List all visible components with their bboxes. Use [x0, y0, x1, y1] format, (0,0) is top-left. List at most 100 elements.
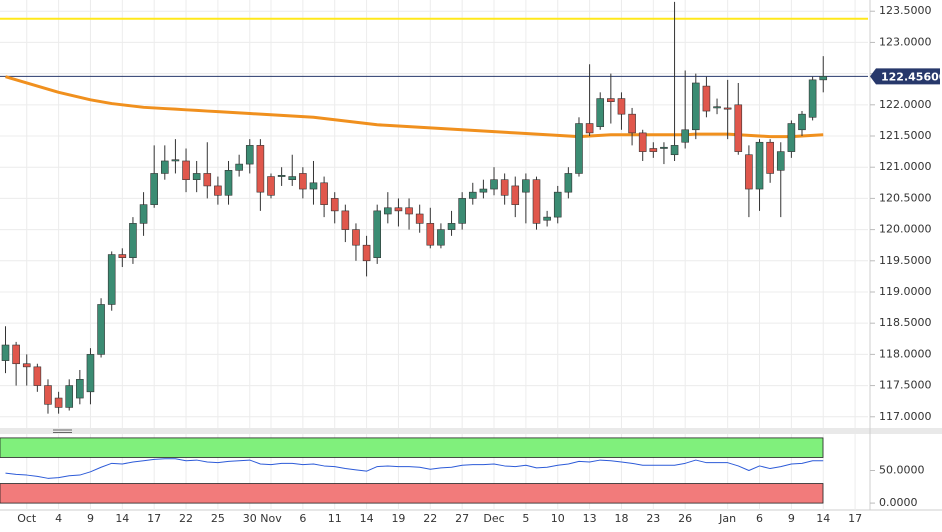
x-tick-label: Nov: [260, 512, 282, 525]
x-tick-label: 14: [816, 512, 830, 525]
x-tick-label: 18: [614, 512, 628, 525]
candle-body: [543, 216, 551, 221]
candle-body: [755, 141, 764, 190]
x-tick-label: 10: [551, 512, 565, 525]
candle-body: [702, 85, 711, 112]
candle-body: [723, 107, 732, 110]
candle-body: [224, 170, 233, 196]
x-tick-label: 17: [147, 512, 161, 525]
candle-body: [553, 191, 562, 218]
y-tick-label: 118.5000: [879, 316, 932, 329]
candle-body: [670, 145, 679, 156]
x-tick-label: 5: [522, 512, 529, 525]
x-tick-label: 9: [87, 512, 94, 525]
x-tick-label: 26: [678, 512, 692, 525]
candle-body: [256, 145, 265, 193]
candle-body: [362, 244, 371, 262]
candle-body: [12, 344, 20, 365]
x-tick-label: Dec: [483, 512, 504, 525]
candle-body: [161, 160, 169, 174]
candle-body: [405, 207, 413, 215]
candle-body: [22, 363, 31, 368]
x-tick-label: 4: [55, 512, 62, 525]
candle-body: [511, 185, 520, 205]
candle-body: [182, 160, 190, 180]
candle-body: [129, 223, 137, 258]
candle-body: [309, 182, 318, 190]
price-tag-label: 122.45600: [881, 70, 942, 83]
candle-body: [776, 151, 785, 171]
candle-body: [713, 106, 721, 109]
y-tick-label: 50.0000: [879, 464, 925, 477]
candle-body: [384, 207, 392, 215]
divider-handle[interactable]: [53, 429, 72, 433]
candle-body: [203, 173, 212, 187]
price-tag: [870, 68, 940, 85]
candle-body: [681, 129, 689, 143]
candle-body: [139, 204, 148, 224]
candle-body: [575, 123, 583, 174]
candle-body: [734, 104, 743, 152]
candle-body: [214, 185, 222, 196]
candle-body: [299, 173, 307, 190]
candle-body: [479, 188, 488, 193]
candle-body: [288, 176, 297, 180]
candle-body: [352, 229, 360, 246]
y-tick-label: 120.0000: [879, 223, 932, 236]
candle-body: [458, 198, 466, 224]
candle-body: [118, 254, 127, 258]
x-tick-label: 25: [211, 512, 225, 525]
candle-body: [468, 191, 477, 199]
x-tick-label: 22: [423, 512, 437, 525]
panel-divider[interactable]: [0, 428, 942, 434]
candles: [1, 1, 828, 414]
candle-body: [808, 79, 817, 118]
candle-body: [86, 354, 95, 393]
candle-body: [819, 76, 828, 81]
y-tick-label: 119.5000: [879, 254, 932, 267]
candle-body: [76, 379, 84, 399]
candle-body: [394, 207, 403, 212]
x-tick-label: 30: [243, 512, 257, 525]
x-tick-label: 13: [583, 512, 597, 525]
candle-body: [150, 173, 158, 205]
rsi-zone: [0, 437, 824, 458]
candle-body: [341, 210, 350, 230]
candle-body: [638, 132, 647, 152]
y-tick-label: 122.0000: [879, 98, 932, 111]
candle-body: [691, 82, 700, 131]
y-tick-label: 118.0000: [879, 347, 932, 360]
candle-body: [585, 123, 594, 134]
price-panel: [0, 0, 870, 428]
candle-body: [320, 182, 328, 205]
candle-body: [277, 175, 286, 177]
candle-body: [373, 210, 382, 258]
candle-body: [437, 229, 445, 246]
candle-body: [649, 148, 658, 152]
candle-body: [1, 344, 10, 361]
x-tick-label: 22: [179, 512, 193, 525]
x-tick-label: 17: [848, 512, 862, 525]
candle-body: [192, 173, 201, 180]
y-tick-label: 117.5000: [879, 379, 932, 392]
candle-body: [596, 98, 605, 127]
x-tick-label: 14: [360, 512, 374, 525]
x-tick-label: 19: [391, 512, 405, 525]
rsi-line: [5, 458, 824, 479]
x-tick-label: 9: [788, 512, 795, 525]
y-tick-label: 0.0000: [879, 496, 918, 509]
candle-body: [65, 385, 74, 408]
x-tick-label: 6: [299, 512, 306, 525]
x-tick-label: 14: [115, 512, 129, 525]
candle-body: [171, 159, 180, 162]
y-tick-label: 121.0000: [879, 160, 932, 173]
candle-body: [490, 179, 498, 190]
x-tick-label: Jan: [718, 512, 736, 525]
candle-body: [660, 146, 668, 149]
candle-body: [33, 366, 42, 386]
candle-body: [235, 163, 243, 171]
candle-body: [245, 145, 254, 165]
candle-body: [415, 213, 424, 224]
